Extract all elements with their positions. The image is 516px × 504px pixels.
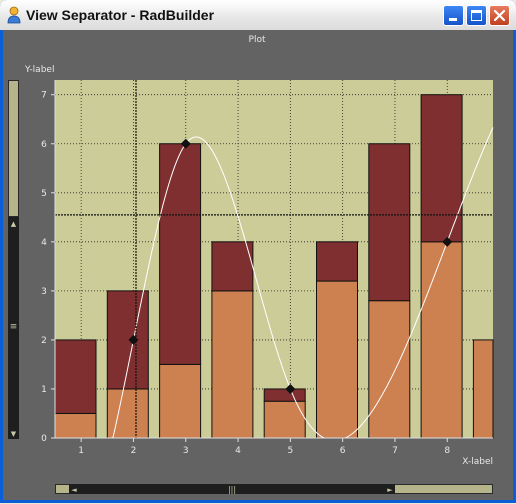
horizontal-scrollbar[interactable]: ◄ ||| ► [55, 484, 493, 494]
vertical-scrollbar[interactable]: ▲ ≡ ▼ [8, 80, 19, 439]
vertical-grip-icon: ≡ [10, 322, 18, 332]
bar-segment[interactable] [106, 290, 149, 390]
close-icon [493, 9, 506, 22]
bar-segment[interactable] [54, 412, 97, 439]
horizontal-scroll-track-left[interactable] [56, 485, 69, 493]
data-marker[interactable] [285, 383, 296, 394]
trend-curve [55, 127, 494, 439]
scroll-left-arrow-icon[interactable]: ◄ [71, 486, 77, 494]
y-tick-label: 7 [41, 91, 47, 101]
bar-series [54, 94, 494, 439]
app-icon [7, 6, 21, 24]
x-axis-label: X-label [462, 457, 493, 467]
bar-segment[interactable] [106, 388, 149, 439]
bar-segment[interactable] [54, 339, 97, 414]
bar-segment[interactable] [420, 241, 463, 439]
y-tick-label: 2 [41, 336, 47, 346]
y-axis-label: Y-label [24, 65, 54, 75]
bar-segment[interactable] [368, 143, 411, 302]
marker-series [128, 138, 453, 394]
horizontal-scroll-thumb[interactable] [69, 484, 395, 494]
title-bar[interactable]: View Separator - RadBuilder [0, 0, 516, 30]
bar-segment[interactable] [368, 300, 411, 439]
bar-segment[interactable] [420, 94, 463, 243]
y-tick-label: 0 [41, 434, 47, 444]
y-tick-label: 4 [41, 238, 47, 248]
scroll-right-arrow-icon[interactable]: ► [387, 486, 393, 494]
window-title: View Separator - RadBuilder [26, 7, 215, 23]
chart-title: Plot [249, 35, 266, 45]
data-marker[interactable] [442, 236, 453, 247]
y-tick-label: 6 [41, 140, 47, 150]
close-button[interactable] [489, 5, 510, 26]
bar-segment[interactable] [263, 400, 306, 439]
vertical-scroll-thumb[interactable] [8, 217, 19, 439]
scroll-up-arrow-icon[interactable]: ▲ [11, 220, 17, 228]
bar-segment[interactable] [316, 241, 358, 282]
maximize-icon [471, 10, 482, 21]
x-tick-label: 6 [340, 446, 346, 456]
horizontal-grip-icon: ||| [228, 485, 236, 494]
x-tick-label: 1 [78, 446, 84, 456]
bar-segment[interactable] [211, 290, 254, 439]
view-separator-lines[interactable] [55, 80, 493, 438]
y-tick-label: 5 [41, 189, 47, 199]
bar-segment[interactable] [159, 143, 202, 365]
bar-segment[interactable] [472, 339, 494, 439]
minimize-button[interactable] [443, 5, 464, 26]
vertical-scroll-track-upper[interactable] [9, 81, 18, 216]
x-tick-label: 4 [235, 446, 241, 456]
axes: 0 1 2 3 4 5 6 7 1 2 3 4 5 6 7 8 [41, 80, 493, 456]
y-tick-label: 3 [41, 287, 47, 297]
bar-segment[interactable] [211, 241, 254, 292]
x-tick-label: 8 [444, 446, 450, 456]
x-tick-label: 2 [131, 446, 137, 456]
plot-canvas[interactable]: Plot Y-label X-label 0 1 2 3 4 5 6 7 1 2 3 4 5 6 7 8 ▲ … [3, 30, 513, 500]
data-marker[interactable] [180, 138, 191, 149]
x-tick-label: 7 [392, 446, 398, 456]
x-tick-label: 3 [183, 446, 189, 456]
bar-segment[interactable] [263, 388, 306, 402]
bar-segment[interactable] [316, 280, 358, 439]
minimize-icon [449, 18, 457, 21]
bar-segment[interactable] [159, 363, 202, 439]
horizontal-scroll-track-right[interactable] [395, 485, 492, 493]
scroll-down-arrow-icon[interactable]: ▼ [11, 430, 17, 438]
maximize-button[interactable] [466, 5, 487, 26]
y-tick-label: 1 [41, 385, 47, 395]
client-area: Plot Y-label X-label 0 1 2 3 4 5 6 7 1 2 3 4 5 6 7 8 ▲ … [3, 30, 513, 500]
x-tick-label: 5 [287, 446, 293, 456]
